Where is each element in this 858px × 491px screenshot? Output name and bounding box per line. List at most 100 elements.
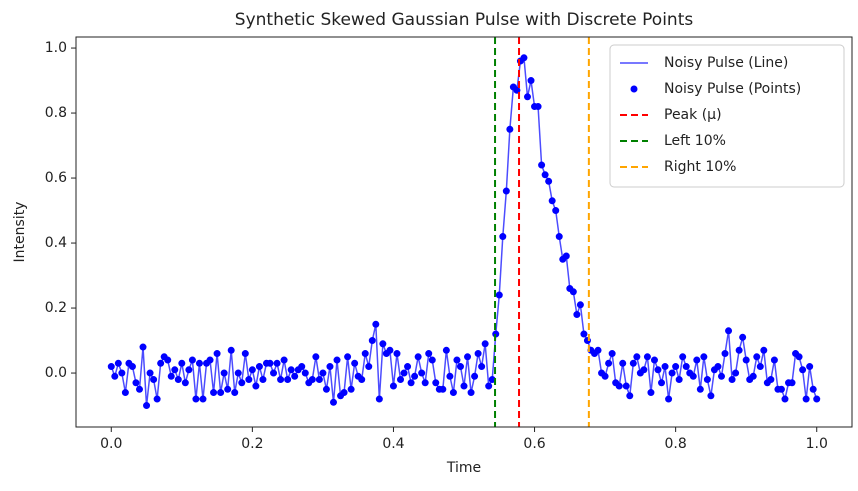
pulse-point	[647, 389, 655, 397]
pulse-point	[555, 233, 563, 241]
pulse-point	[326, 363, 334, 371]
pulse-point	[319, 369, 327, 377]
pulse-point	[270, 369, 278, 377]
pulse-point	[777, 385, 785, 393]
pulse-point	[442, 346, 450, 354]
pulse-point	[619, 359, 627, 367]
pulse-point	[640, 366, 648, 374]
pulse-point	[594, 346, 602, 354]
pulse-point	[329, 398, 337, 406]
pulse-point	[601, 372, 609, 380]
pulse-point	[799, 366, 807, 374]
pulse-point	[174, 376, 182, 384]
pulse-point	[721, 350, 729, 358]
pulse-point	[449, 389, 457, 397]
pulse-point	[400, 369, 408, 377]
pulse-point	[488, 376, 496, 384]
pulse-point	[569, 288, 577, 296]
pulse-point	[107, 363, 115, 371]
pulse-point	[248, 366, 256, 374]
pulse-point	[171, 366, 179, 374]
pulse-point	[548, 197, 556, 205]
pulse-point	[308, 376, 316, 384]
pulse-point	[580, 330, 588, 338]
pulse-point	[298, 363, 306, 371]
pulse-point	[813, 395, 821, 403]
pulse-point	[411, 372, 419, 380]
pulse-point	[696, 385, 704, 393]
pulse-point	[375, 395, 383, 403]
pulse-point	[220, 369, 228, 377]
pulse-point	[672, 363, 680, 371]
pulse-point	[453, 356, 461, 364]
pulse-point	[118, 369, 126, 377]
pulse-point	[739, 333, 747, 341]
pulse-point	[280, 356, 288, 364]
pulse-point	[439, 385, 447, 393]
pulse-point	[460, 382, 468, 390]
pulse-point	[372, 320, 380, 328]
pulse-point	[707, 392, 715, 400]
legend-swatch	[630, 85, 638, 93]
pulse-point	[150, 376, 158, 384]
pulse-point	[266, 359, 274, 367]
pulse-point	[128, 363, 136, 371]
y-tick-label: 0.6	[45, 170, 67, 186]
pulse-point	[573, 311, 581, 319]
pulse-point	[495, 291, 503, 299]
legend-label: Left 10%	[664, 133, 726, 149]
pulse-point	[809, 385, 817, 393]
pulse-point	[347, 385, 355, 393]
legend-label: Right 10%	[664, 159, 736, 175]
pulse-point	[665, 395, 673, 403]
legend-label: Noisy Pulse (Line)	[664, 55, 788, 71]
pulse-point	[661, 363, 669, 371]
pulse-point	[143, 402, 151, 410]
pulse-point	[700, 353, 708, 361]
pulse-point	[802, 395, 810, 403]
pulse-point	[407, 379, 415, 387]
x-tick-label: 0.6	[523, 436, 545, 452]
pulse-point	[333, 356, 341, 364]
pulse-point	[121, 389, 129, 397]
pulse-point	[213, 350, 221, 358]
pulse-point	[111, 372, 119, 380]
pulse-point	[287, 366, 295, 374]
x-axis-label: Time	[446, 460, 481, 476]
pulse-point	[389, 382, 397, 390]
pulse-point	[255, 363, 263, 371]
pulse-point	[615, 382, 623, 390]
pulse-point	[753, 353, 761, 361]
pulse-point	[291, 372, 299, 380]
x-tick-label: 0.0	[100, 436, 122, 452]
pulse-point	[393, 350, 401, 358]
pulse-point	[682, 363, 690, 371]
x-tick-label: 0.8	[665, 436, 687, 452]
pulse-point	[608, 350, 616, 358]
pulse-point	[386, 346, 394, 354]
legend-label: Peak (μ)	[664, 107, 722, 123]
pulse-point	[231, 389, 239, 397]
pulse-point	[464, 353, 472, 361]
pulse-point	[650, 356, 658, 364]
pulse-point	[181, 379, 189, 387]
pulse-point	[146, 369, 154, 377]
pulse-point	[284, 376, 292, 384]
pulse-point	[365, 363, 373, 371]
pulse-point	[238, 379, 246, 387]
pulse-point	[241, 350, 249, 358]
pulse-point	[224, 385, 232, 393]
pulse-point	[534, 103, 542, 111]
pulse-point	[273, 359, 281, 367]
pulse-point	[167, 372, 175, 380]
pulse-point	[301, 369, 309, 377]
pulse-point	[742, 356, 750, 364]
y-axis-label: Intensity	[12, 202, 28, 263]
pulse-point	[626, 392, 634, 400]
pulse-point	[583, 337, 591, 345]
pulse-point	[418, 369, 426, 377]
pulse-point	[199, 395, 207, 403]
pulse-point	[446, 372, 454, 380]
pulse-point	[481, 340, 489, 348]
